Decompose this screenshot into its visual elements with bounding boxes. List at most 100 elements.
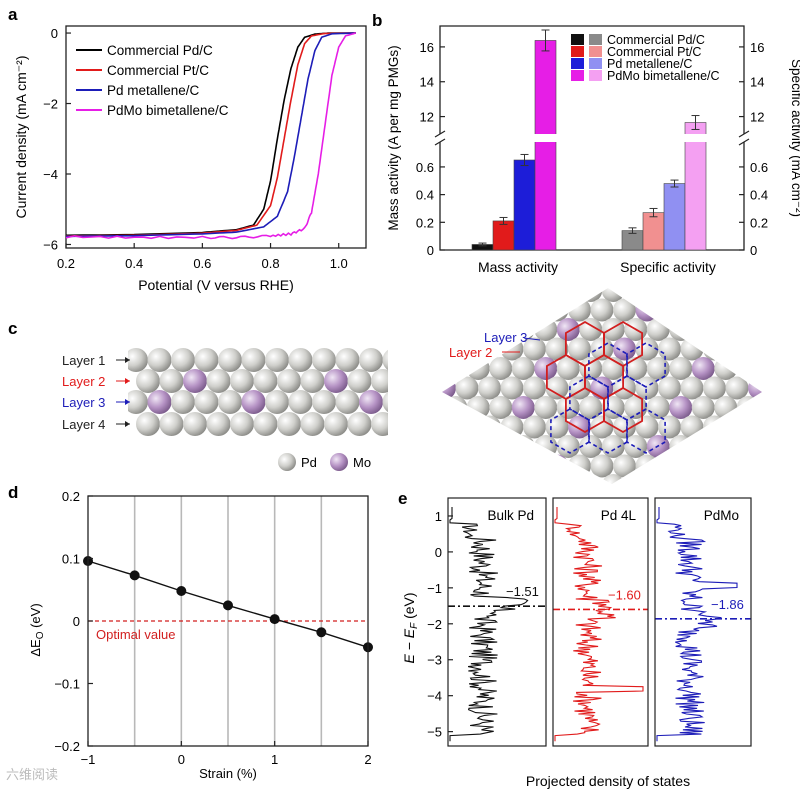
mo-atom bbox=[748, 376, 762, 400]
pd-atom bbox=[579, 474, 603, 484]
d-band-center-label: −1.86 bbox=[711, 597, 744, 612]
pd-atom bbox=[442, 357, 445, 380]
top-view-hexagons bbox=[546, 320, 666, 454]
pd-atom bbox=[128, 348, 148, 372]
pd-atom bbox=[771, 455, 794, 478]
y-tick-label-b-right: 14 bbox=[750, 75, 764, 90]
y-tick-label-b-left: 0.2 bbox=[416, 215, 434, 230]
x-tick-label-a: 0.2 bbox=[57, 256, 75, 271]
pd-atom bbox=[466, 288, 490, 302]
pd-atom bbox=[748, 454, 762, 478]
pd-atom bbox=[442, 474, 445, 484]
pd-atom bbox=[736, 288, 760, 302]
pd-atom bbox=[312, 390, 336, 414]
pd-atom bbox=[442, 288, 445, 302]
pd-atom bbox=[277, 412, 301, 436]
specific-bar bbox=[642, 212, 665, 251]
mo-atom bbox=[714, 318, 738, 341]
y-tick-label-b-left: 14 bbox=[420, 75, 434, 90]
pd-atom bbox=[635, 454, 659, 478]
pd-atom bbox=[601, 288, 625, 302]
pd-atom bbox=[359, 348, 383, 372]
x-tick-label-d: −1 bbox=[81, 752, 96, 767]
pd-atom bbox=[736, 357, 760, 380]
pd-atom bbox=[782, 279, 800, 302]
series-lines-a bbox=[65, 32, 357, 240]
y-tick-label-e: 0 bbox=[435, 545, 442, 560]
pd-atom bbox=[371, 412, 388, 436]
pd-atom bbox=[736, 318, 760, 341]
pd-atom bbox=[382, 349, 388, 371]
pd-atom bbox=[388, 416, 411, 439]
mo-atom bbox=[511, 396, 535, 419]
plot-frame-b-upper bbox=[439, 25, 745, 134]
mo-atom bbox=[771, 338, 794, 361]
blue-dashed-hexagon bbox=[588, 408, 628, 454]
pd-atom bbox=[478, 376, 501, 400]
pd-atom bbox=[523, 454, 546, 478]
legend-label-b: Commercial Pt/C bbox=[607, 45, 701, 59]
y-tick-label-b-left: 0.6 bbox=[416, 160, 434, 175]
y-tick-label-b-left: 0 bbox=[427, 243, 434, 258]
y-tick-label-a: −2 bbox=[43, 97, 58, 112]
reference-line-d: Optimal value bbox=[88, 620, 368, 642]
y-tick-label-b-right: 16 bbox=[750, 40, 764, 55]
pd-atom bbox=[624, 288, 648, 302]
pd-atom bbox=[230, 369, 254, 393]
pd-atom bbox=[680, 415, 704, 439]
pd-atom bbox=[500, 376, 524, 400]
pd-atom bbox=[399, 279, 422, 302]
pd-atom bbox=[669, 435, 693, 458]
axis-break-marks bbox=[434, 130, 750, 146]
pd-atom bbox=[456, 494, 479, 517]
pd-atom bbox=[703, 376, 726, 400]
pd-atom bbox=[444, 435, 468, 458]
blue-dashed-hexagon bbox=[626, 342, 666, 388]
data-point-d bbox=[176, 586, 187, 596]
x-tick-label-d: 1 bbox=[271, 752, 278, 767]
pd-atom bbox=[556, 435, 580, 458]
pd-atom bbox=[624, 396, 648, 419]
pd-atom bbox=[171, 390, 195, 414]
pd-atom bbox=[511, 474, 535, 484]
y-tick-label-e: −1 bbox=[427, 581, 442, 596]
pd-atom bbox=[218, 348, 242, 372]
pd-atom bbox=[646, 474, 670, 484]
pd-atom bbox=[759, 318, 762, 341]
layer-labels: Layer 1 Layer 2 Layer 3 Layer 4 bbox=[62, 353, 130, 432]
y-axis-label-b-left: Mass activity (A per mg PMGs) bbox=[386, 45, 401, 230]
pd-atom bbox=[388, 377, 411, 400]
pd-atom bbox=[725, 298, 749, 322]
pd-atom-icon bbox=[278, 453, 296, 471]
pdos-curve bbox=[554, 507, 644, 742]
pd-atom bbox=[748, 337, 762, 361]
pd-atom bbox=[714, 435, 738, 458]
pd-atom bbox=[444, 318, 468, 341]
pd-atom bbox=[159, 412, 184, 436]
pd-atom bbox=[253, 369, 278, 393]
panel-label-d: d bbox=[8, 483, 18, 502]
side-view-slab bbox=[128, 348, 388, 436]
pd-atom bbox=[568, 337, 591, 361]
y-tick-label-b-right: 12 bbox=[750, 110, 764, 125]
pd-atom bbox=[726, 260, 749, 283]
pd-atom bbox=[265, 390, 289, 414]
legend-a: Commercial Pd/C Commercial Pt/C Pd metalle… bbox=[76, 43, 229, 118]
series-line-3 bbox=[65, 32, 356, 238]
pd-atom bbox=[714, 357, 738, 380]
pd-atom bbox=[265, 348, 289, 372]
pd-atom bbox=[444, 357, 468, 380]
pd-atom bbox=[335, 348, 360, 372]
pd-atom bbox=[658, 415, 681, 439]
axis-ticks-b: 0 0 0.2 0.2 0.4 0.4 0.6 0.6 12 12 14 14 16 16 bbox=[416, 40, 768, 258]
pd-atom bbox=[371, 369, 388, 393]
pd-atom bbox=[613, 415, 636, 439]
pd-atom bbox=[669, 318, 693, 341]
plot-frame-b-lower bbox=[439, 142, 745, 251]
blue-dashed-hexagon bbox=[550, 408, 590, 454]
y-axis-label-d: ΔEO (eV) bbox=[28, 603, 46, 656]
y-axis-label-a: Current density (mA cm⁻²) bbox=[13, 56, 29, 219]
legend-swatch-specific bbox=[589, 58, 602, 69]
layer-arrow-head bbox=[125, 378, 130, 384]
